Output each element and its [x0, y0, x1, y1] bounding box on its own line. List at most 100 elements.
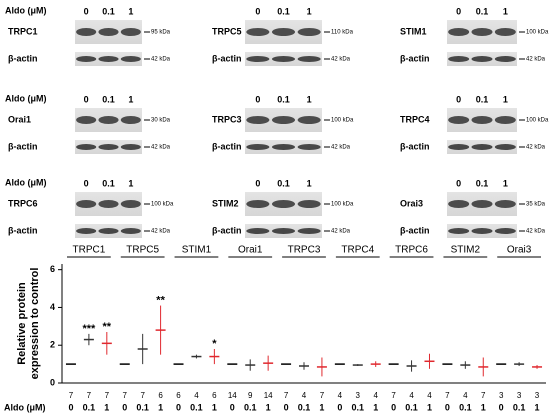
n-label: 7	[391, 391, 396, 400]
band	[448, 200, 470, 208]
n-label: 4	[302, 391, 307, 400]
band	[246, 228, 270, 234]
y-tick-label: 6	[50, 264, 55, 274]
dose-label: 1	[427, 402, 432, 412]
dose-label: 0.1	[476, 178, 489, 188]
band	[76, 200, 97, 208]
protein-label: TRPC3	[212, 114, 242, 124]
band	[120, 28, 141, 36]
dose-label: 0	[230, 402, 235, 412]
dose-label: 1	[212, 402, 217, 412]
band	[471, 116, 493, 124]
band	[271, 200, 296, 208]
band	[471, 56, 493, 62]
kda-label: 42 kDa	[151, 145, 171, 151]
band	[448, 28, 470, 36]
band	[297, 28, 321, 36]
dose-label: 0.1	[476, 6, 489, 16]
band	[448, 116, 470, 124]
dose-label: 1	[128, 178, 133, 188]
dose-label: 0	[255, 94, 260, 104]
kda-label: 42 kDa	[331, 229, 351, 235]
band	[471, 144, 493, 150]
dose-label: 0	[456, 6, 461, 16]
y-tick-label: 0	[50, 377, 55, 387]
protein-label: TRPC1	[8, 26, 38, 36]
significance: **	[156, 294, 165, 306]
n-label: 6	[158, 391, 163, 400]
dose-label: 1	[128, 94, 133, 104]
group-label: Orai3	[507, 245, 532, 256]
n-label: 4	[427, 391, 432, 400]
actin-label: β-actin	[400, 225, 430, 235]
kda-label: 100 kDa	[331, 202, 354, 208]
band	[494, 28, 516, 36]
protein-label: STIM1	[400, 26, 427, 36]
band	[76, 28, 97, 36]
n-label: 4	[463, 391, 468, 400]
band	[120, 228, 141, 234]
dose-label: 0.1	[244, 402, 257, 412]
significance: *	[212, 338, 217, 350]
n-label: 4	[373, 391, 378, 400]
band	[297, 56, 321, 62]
band	[494, 228, 516, 234]
band	[494, 144, 516, 150]
band	[246, 28, 270, 36]
kda-label: 30 kDa	[151, 118, 171, 124]
group-label: TRPC5	[126, 245, 159, 256]
band	[246, 56, 270, 62]
significance: ***	[82, 323, 96, 335]
band	[246, 144, 270, 150]
n-label: 4	[409, 391, 414, 400]
aldo-label: Aldo (μM)	[5, 5, 47, 15]
dose-label: 0.1	[405, 402, 418, 412]
band	[271, 28, 296, 36]
group-label: Orai1	[238, 245, 263, 256]
dose-label: 0.1	[298, 402, 311, 412]
dose-label: 1	[307, 178, 312, 188]
band	[120, 200, 141, 208]
dose-label: 0.1	[513, 402, 526, 412]
dose-label: 0	[456, 94, 461, 104]
kda-label: 42 kDa	[331, 57, 351, 63]
actin-label: β-actin	[400, 141, 430, 151]
dose-label: 0.1	[102, 178, 115, 188]
band	[271, 56, 296, 62]
band	[271, 144, 296, 150]
dose-label: 1	[319, 402, 324, 412]
band	[471, 228, 493, 234]
kda-label: 35 kDa	[526, 202, 546, 208]
band	[76, 56, 97, 62]
dose-label: 0	[499, 402, 504, 412]
n-label: 7	[445, 391, 450, 400]
band	[494, 116, 516, 124]
dose-label: 1	[128, 6, 133, 16]
band	[271, 228, 296, 234]
group-label: STIM1	[182, 245, 212, 256]
dose-label: 0	[445, 402, 450, 412]
y-tick-label: 2	[50, 340, 55, 350]
kda-label: 95 kDa	[151, 30, 171, 36]
dose-label: 0.1	[136, 402, 149, 412]
n-label: 4	[338, 391, 343, 400]
n-label: 6	[212, 391, 217, 400]
dose-label: 1	[535, 402, 540, 412]
kda-label: 42 kDa	[526, 57, 546, 63]
protein-label: Orai3	[400, 198, 423, 208]
actin-label: β-actin	[8, 225, 38, 235]
band	[76, 116, 97, 124]
band	[98, 144, 119, 150]
n-label: 3	[356, 391, 361, 400]
group-label: TRPC6	[395, 245, 428, 256]
dose-label: 0.1	[277, 6, 290, 16]
band	[297, 144, 321, 150]
dose-label: 1	[503, 6, 508, 16]
dose-label: 0.1	[83, 402, 96, 412]
y-tick-label: 4	[50, 302, 55, 312]
dose-label: 1	[266, 402, 271, 412]
band	[76, 228, 97, 234]
kda-label: 100 kDa	[151, 202, 174, 208]
n-label: 7	[87, 391, 92, 400]
